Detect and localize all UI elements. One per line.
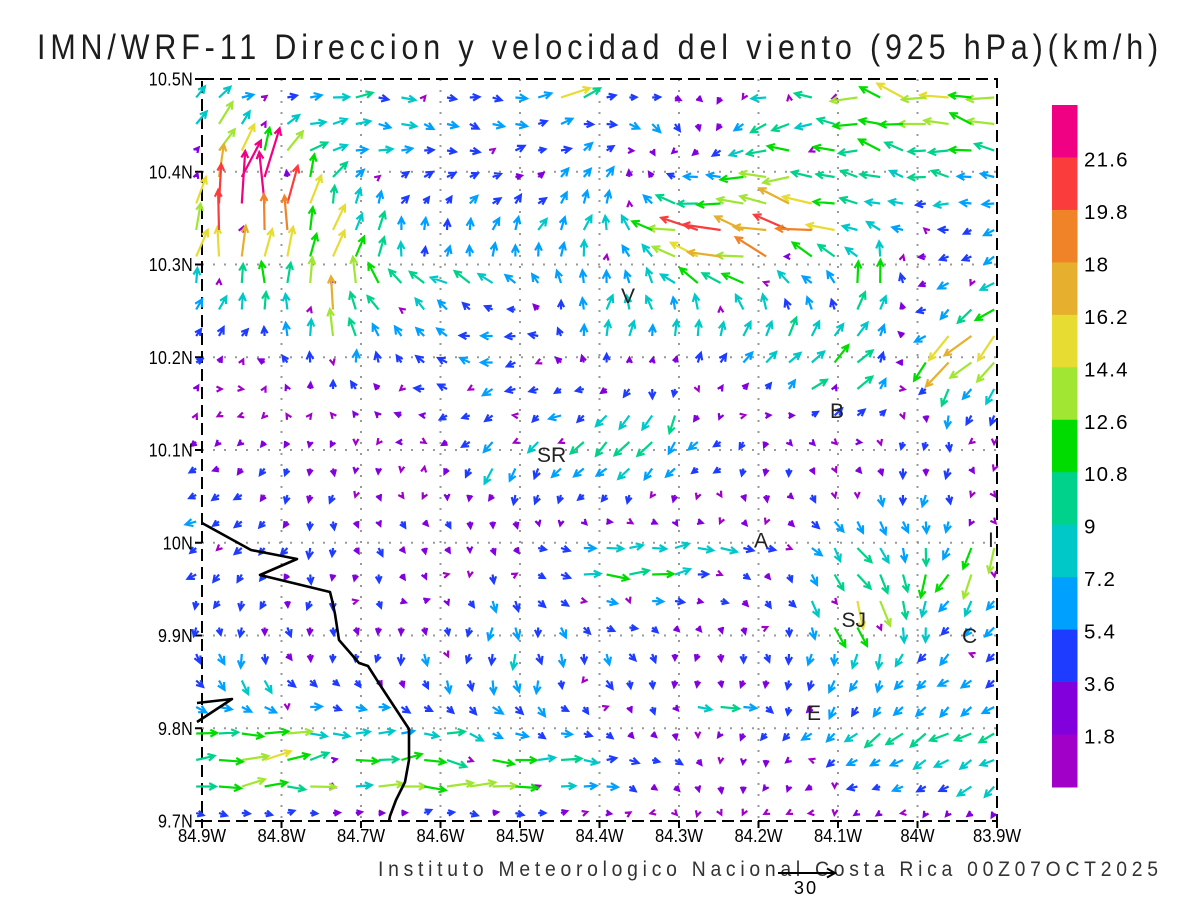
svg-text:SR: SR [537, 444, 566, 467]
svg-text:9.7N: 9.7N [158, 811, 193, 832]
svg-text:10.3N: 10.3N [149, 254, 193, 275]
svg-text:A: A [754, 530, 768, 553]
svg-text:84.7W: 84.7W [337, 825, 385, 846]
svg-text:16.2: 16.2 [1084, 306, 1129, 329]
svg-text:10.2N: 10.2N [149, 347, 193, 368]
svg-text:3.6: 3.6 [1084, 673, 1116, 696]
svg-text:10.8: 10.8 [1084, 463, 1129, 486]
svg-text:V: V [621, 285, 635, 308]
svg-text:C: C [962, 625, 977, 648]
svg-text:SJ: SJ [842, 609, 867, 632]
svg-text:I: I [988, 529, 994, 552]
svg-text:84.4W: 84.4W [575, 825, 623, 846]
svg-text:12.6: 12.6 [1084, 411, 1129, 434]
svg-text:E: E [807, 702, 821, 725]
svg-text:9.8N: 9.8N [158, 718, 193, 739]
svg-text:84.6W: 84.6W [416, 825, 464, 846]
svg-text:IMN/WRF-11 Direccion y velocid: IMN/WRF-11 Direccion y velocidad del vie… [37, 27, 1163, 66]
svg-text:10N: 10N [163, 532, 193, 553]
svg-text:5.4: 5.4 [1084, 621, 1116, 644]
svg-text:84.2W: 84.2W [734, 825, 782, 846]
svg-text:84W: 84W [900, 825, 935, 846]
svg-text:7.2: 7.2 [1084, 568, 1116, 591]
svg-text:84.9W: 84.9W [178, 825, 226, 846]
svg-text:21.6: 21.6 [1084, 149, 1129, 172]
svg-text:Instituto Meteorologico Nacion: Instituto Meteorologico Nacional Costa R… [378, 857, 1163, 881]
svg-text:14.4: 14.4 [1084, 358, 1129, 381]
svg-text:9: 9 [1084, 516, 1097, 539]
svg-text:84.8W: 84.8W [257, 825, 305, 846]
svg-text:84.1W: 84.1W [814, 825, 862, 846]
svg-text:18: 18 [1084, 253, 1109, 276]
svg-text:9.9N: 9.9N [158, 625, 193, 646]
svg-text:19.8: 19.8 [1084, 201, 1129, 224]
svg-text:B: B [830, 400, 844, 423]
svg-text:10.1N: 10.1N [149, 440, 193, 461]
svg-text:83.9W: 83.9W [973, 825, 1021, 846]
svg-text:30: 30 [794, 878, 818, 898]
svg-text:1.8: 1.8 [1084, 726, 1116, 749]
svg-text:10.4N: 10.4N [149, 161, 193, 182]
svg-text:10.5N: 10.5N [149, 69, 193, 90]
svg-text:84.3W: 84.3W [655, 825, 703, 846]
svg-text:84.5W: 84.5W [496, 825, 544, 846]
